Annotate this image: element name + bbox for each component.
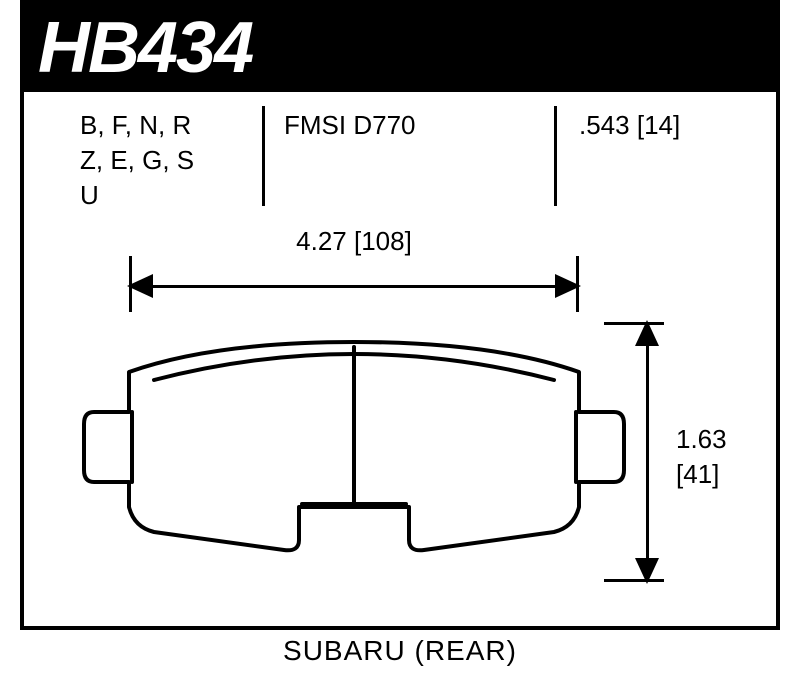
codes-line1: B, F, N, R	[80, 108, 194, 143]
width-label: 4.27 [108]	[129, 226, 579, 257]
height-mm: 41	[683, 459, 712, 489]
height-label: 1.63 [41]	[676, 422, 727, 492]
arrow-right-icon	[555, 274, 581, 298]
arrow-left-icon	[127, 274, 153, 298]
brake-pad-outline	[74, 332, 634, 572]
height-mm-row: [41]	[676, 457, 727, 492]
thickness-spec: .543 [14]	[579, 108, 680, 143]
width-dim-line	[129, 285, 579, 288]
divider-tick-1	[262, 106, 265, 206]
arrow-up-icon	[635, 320, 659, 346]
thickness-mm: 14	[644, 110, 673, 140]
codes-line2: Z, E, G, S	[80, 143, 194, 178]
width-inches: 4.27	[296, 226, 347, 256]
width-dimension: 4.27 [108]	[129, 266, 579, 306]
part-number-title: HB434	[24, 4, 776, 92]
compound-codes: B, F, N, R Z, E, G, S U	[80, 108, 194, 213]
width-mm: 108	[361, 226, 404, 256]
diagram-frame: HB434 B, F, N, R Z, E, G, S U FMSI D770 …	[20, 0, 780, 630]
height-inches: 1.63	[676, 422, 727, 457]
arrow-down-icon	[635, 558, 659, 584]
diagram-content: B, F, N, R Z, E, G, S U FMSI D770 .543 […	[24, 92, 776, 622]
application-label: SUBARU (REAR)	[0, 635, 800, 667]
fmsi-code: FMSI D770	[284, 108, 416, 143]
divider-tick-2	[554, 106, 557, 206]
thickness-inches: .543	[579, 110, 630, 140]
height-dimension: 1.63 [41]	[624, 322, 764, 582]
codes-line3: U	[80, 178, 194, 213]
height-dim-line	[646, 322, 649, 582]
